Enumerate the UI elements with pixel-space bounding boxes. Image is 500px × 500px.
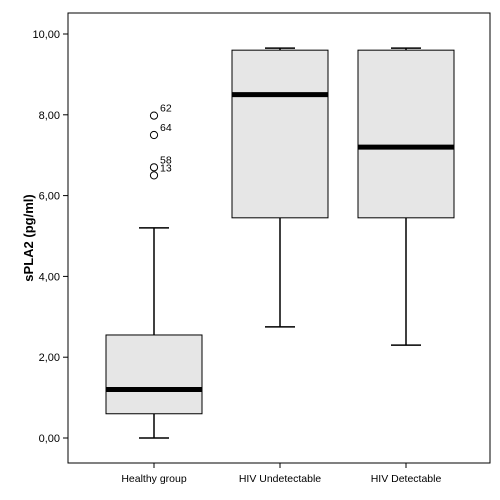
- box: [357, 49, 455, 219]
- plot-frame: [67, 12, 491, 464]
- outlier-label: 13: [160, 162, 172, 174]
- y-tick-label: 2,00: [39, 352, 60, 364]
- x-tick-label: HIV Undetectable: [239, 473, 321, 485]
- y-tick-label: 6,00: [39, 191, 60, 203]
- box: [231, 49, 329, 219]
- outlier-label: 62: [160, 103, 172, 115]
- outlier-point: [149, 171, 159, 180]
- outlier-label: 58: [160, 154, 172, 166]
- outlier-point: [149, 111, 159, 120]
- y-axis-title: sPLA2 (pg/ml): [21, 194, 36, 281]
- outlier-point: [149, 163, 159, 172]
- x-tick-label: HIV Detectable: [371, 473, 442, 485]
- y-tick-label: 4,00: [39, 271, 60, 283]
- x-tick-label: Healthy group: [121, 473, 187, 485]
- y-tick-label: 8,00: [39, 110, 60, 122]
- y-tick-label: 0,00: [39, 433, 60, 445]
- y-tick-label: 10,00: [32, 29, 60, 41]
- outlier-label: 64: [160, 122, 172, 134]
- outlier-point: [149, 130, 159, 140]
- plot-area: 0,00 2,00 4,00 6,00 8,00 10,00 Healthy group HI…: [32, 12, 491, 485]
- box: [105, 334, 203, 415]
